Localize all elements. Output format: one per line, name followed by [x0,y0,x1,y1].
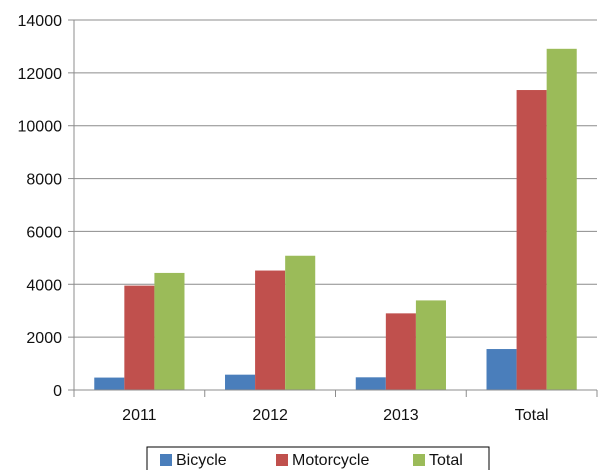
x-tick-label: Total [515,407,549,424]
legend-swatch-total [413,454,425,466]
bar-total-2012 [285,256,315,390]
legend: Bicycle Motorcycle Total [147,447,489,470]
y-tick-label: 2000 [26,330,62,347]
x-tick-label: 2012 [252,407,288,424]
y-tick-label: 4000 [26,277,62,294]
y-tick-label: 10000 [18,119,63,136]
bar-motorcycle-2012 [255,271,285,390]
legend-swatch-motorcycle [276,454,288,466]
bar-bicycle-2011 [94,378,124,390]
y-tick-label: 8000 [26,172,62,189]
legend-label-motorcycle: Motorcycle [292,452,369,469]
bar-bicycle-2013 [356,377,386,390]
y-tick-label: 6000 [26,224,62,241]
bar-bicycle-total [487,349,517,390]
bars [94,49,576,390]
bar-total-total [547,49,577,390]
legend-label-bicycle: Bicycle [176,452,227,469]
bar-total-2011 [154,273,184,390]
bar-motorcycle-2013 [386,313,416,390]
x-tick-label: 2011 [122,407,157,424]
y-axis-ticks: 0 2000 4000 6000 8000 10000 12000 14000 [18,13,75,400]
bar-total-2013 [416,300,446,390]
bar-motorcycle-2011 [124,286,154,390]
y-tick-label: 0 [53,383,62,400]
x-axis-ticks: 2011 2012 2013 Total [74,390,597,424]
bar-bicycle-2012 [225,375,255,390]
y-tick-label: 12000 [18,66,63,83]
x-tick-label: 2013 [383,407,419,424]
y-tick-label: 14000 [18,13,63,30]
bar-motorcycle-total [517,90,547,390]
legend-swatch-bicycle [160,454,172,466]
legend-label-total: Total [429,452,463,469]
